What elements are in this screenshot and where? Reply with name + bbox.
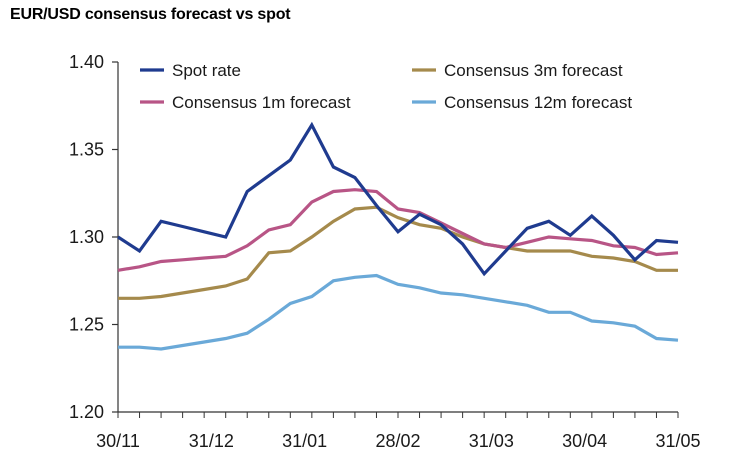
legend-label: Spot rate	[172, 61, 241, 80]
series-line-spot-rate	[117, 121, 679, 277]
series-line-consensus-3m-forecast	[118, 205, 678, 300]
y-tick-label: 1.35	[69, 140, 104, 160]
series-lines	[117, 121, 679, 351]
legend: Spot rate Consensus 1m forecast Consensus …	[140, 61, 632, 112]
legend-label: Consensus 3m forecast	[444, 61, 623, 80]
x-tick-label: 28/02	[375, 431, 420, 451]
x-tick-label: 31/05	[655, 431, 700, 451]
x-tick-label: 30/04	[562, 431, 607, 451]
x-tick-label: 31/12	[189, 431, 234, 451]
legend-label: Consensus 1m forecast	[172, 93, 351, 112]
series-line-consensus-12m-forecast	[118, 273, 679, 351]
legend-label: Consensus 12m forecast	[444, 93, 632, 112]
y-tick-label: 1.20	[69, 402, 104, 422]
y-tick-label: 1.40	[69, 52, 104, 72]
chart-title: EUR/USD consensus forecast vs spot	[10, 6, 291, 23]
series-line-consensus-1m-forecast	[117, 188, 679, 272]
x-tick-label: 30/11	[96, 431, 140, 451]
y-tick-label: 1.30	[69, 227, 104, 247]
x-tick-label: 31/03	[469, 431, 514, 451]
y-tick-labels: 1.20 1.25 1.30 1.35 1.40	[69, 52, 104, 422]
x-tick-labels: 30/11 31/12 31/01 28/02 31/03 30/04 31/05	[96, 431, 700, 451]
y-tick-label: 1.25	[69, 315, 104, 335]
x-tick-label: 31/01	[282, 431, 327, 451]
